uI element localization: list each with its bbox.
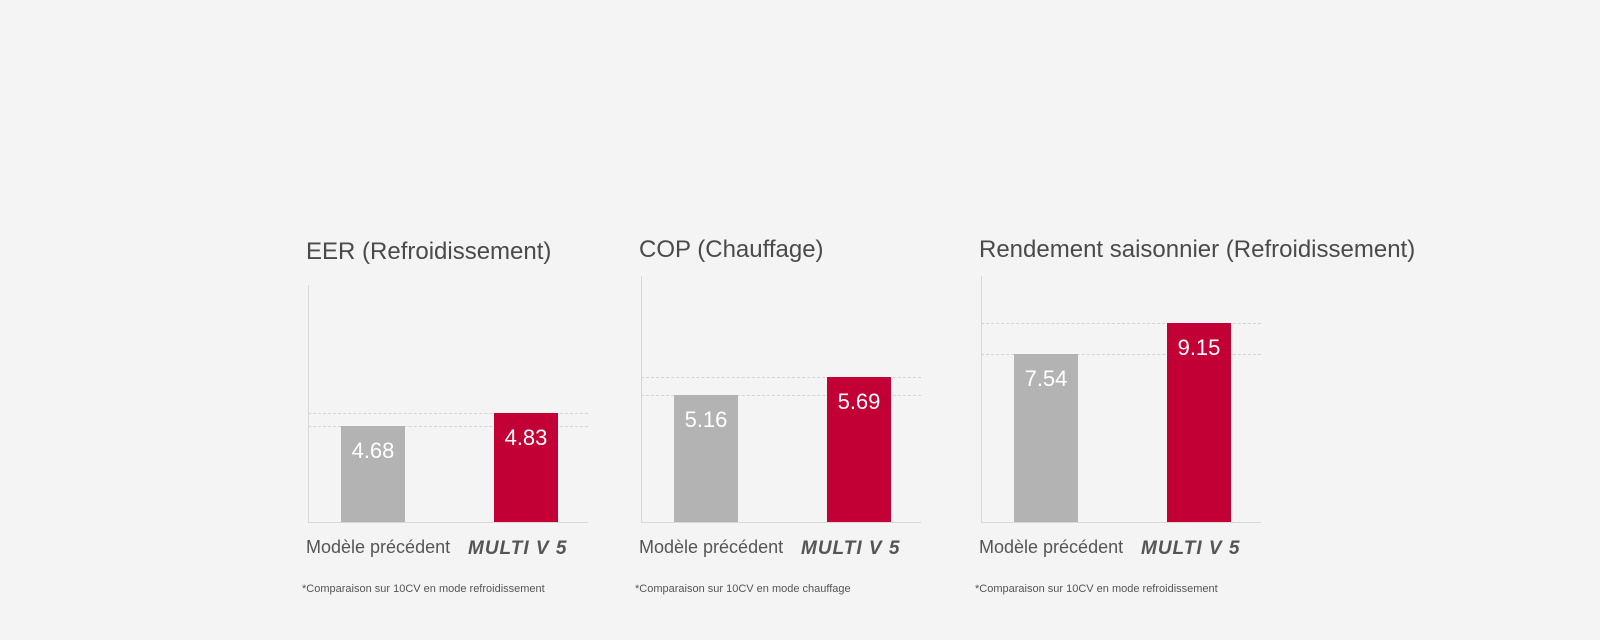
dashed-reference-line <box>308 413 588 414</box>
category-label-previous: Modèle précédent <box>639 537 784 557</box>
multi-v5-logo: MULTI V 5 <box>1141 538 1241 559</box>
multi-v5-logo: MULTI V 5 <box>801 538 901 559</box>
chart-title: EER (Refroidissement) <box>306 238 552 265</box>
footnote: *Comparaison sur 10CV en mode chauffage <box>635 583 851 595</box>
bar-value-label: 7.54 <box>1024 366 1068 391</box>
x-axis <box>308 522 588 523</box>
bar-value-label: 5.16 <box>684 407 728 432</box>
bar-value-label: 5.69 <box>837 389 881 414</box>
y-axis <box>308 285 309 522</box>
dashed-reference-line <box>981 354 1261 355</box>
y-axis <box>981 276 982 522</box>
bar-previous-model <box>674 395 738 522</box>
chart-title: Rendement saisonnier (Refroidissement) <box>979 236 1416 263</box>
y-axis <box>641 276 642 522</box>
bar-previous-model <box>341 426 405 522</box>
bar-multi-v5 <box>494 413 558 522</box>
dashed-reference-line <box>981 323 1261 324</box>
bar-value-label: 4.83 <box>504 425 548 450</box>
bar-value-label: 9.15 <box>1177 335 1221 360</box>
x-axis <box>641 522 921 523</box>
footnote: *Comparaison sur 10CV en mode refroidiss… <box>975 583 1218 595</box>
category-label-previous: Modèle précédent <box>979 537 1124 557</box>
dashed-reference-line <box>308 426 588 427</box>
footnote: *Comparaison sur 10CV en mode refroidiss… <box>302 583 545 595</box>
chart-title: COP (Chauffage) <box>639 236 824 263</box>
bar-multi-v5 <box>1167 323 1231 522</box>
dashed-reference-line <box>641 395 921 396</box>
x-axis <box>981 522 1261 523</box>
dashed-reference-line <box>641 377 921 378</box>
bar-multi-v5 <box>827 377 891 522</box>
multi-v5-logo: MULTI V 5 <box>468 538 568 559</box>
bar-previous-model <box>1014 354 1078 522</box>
bar-value-label: 4.68 <box>351 438 395 463</box>
category-label-previous: Modèle précédent <box>306 537 451 557</box>
